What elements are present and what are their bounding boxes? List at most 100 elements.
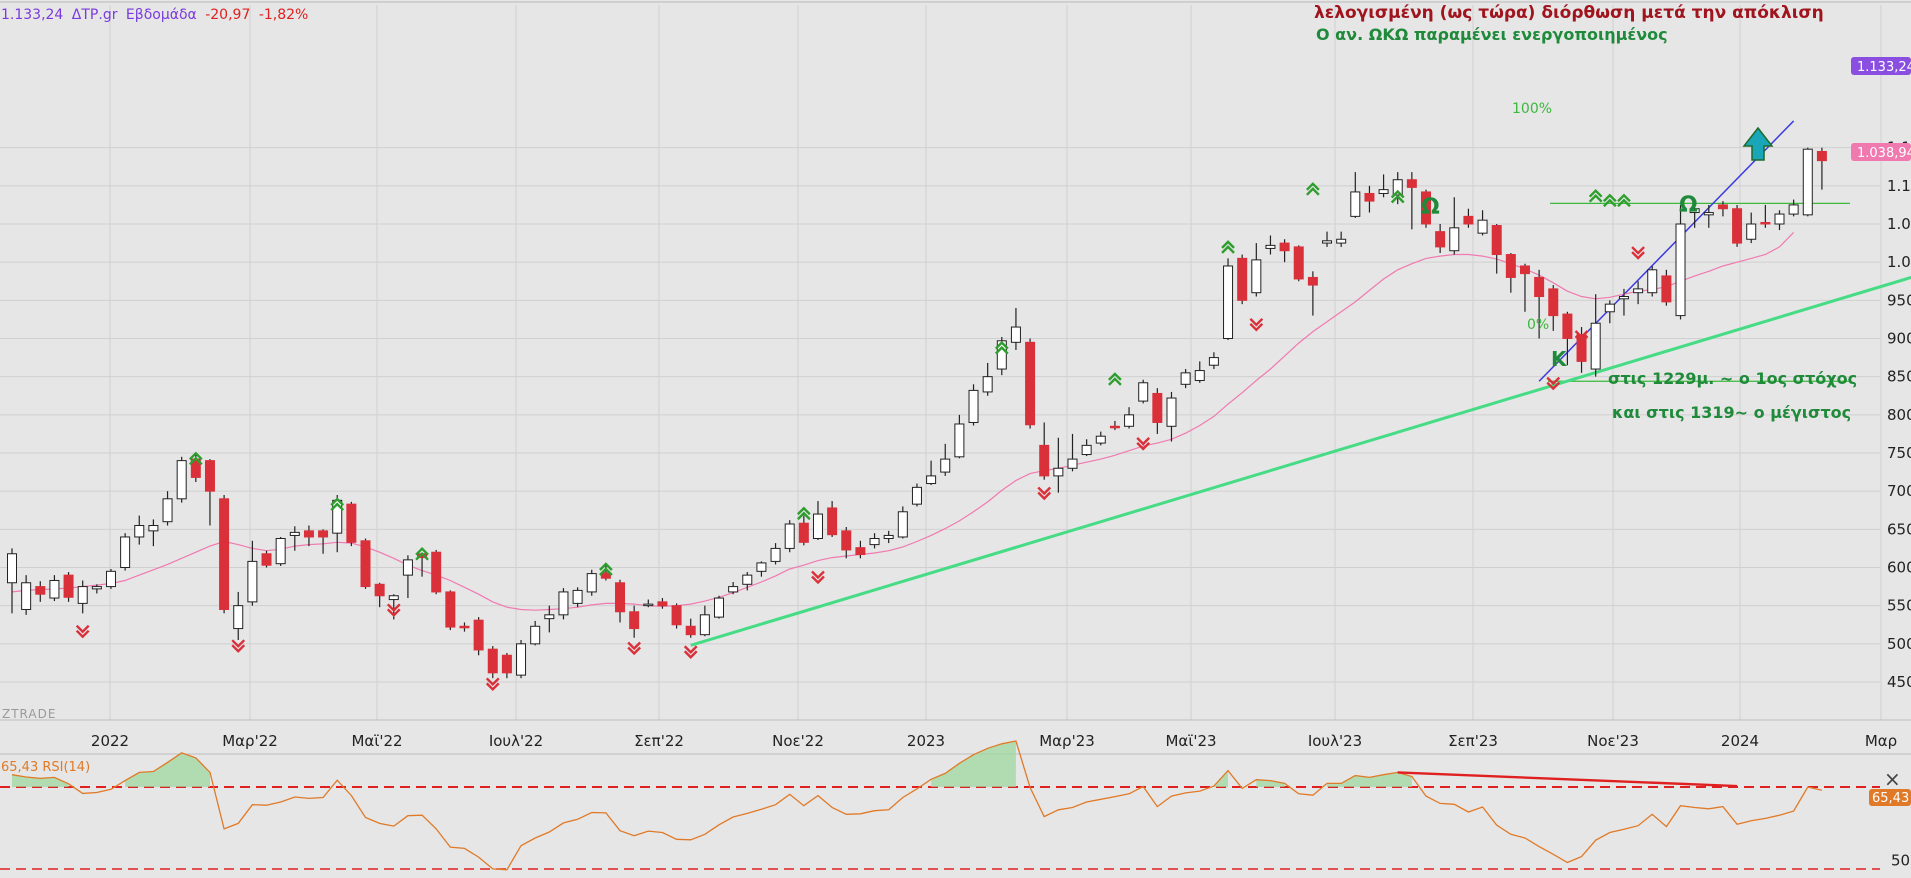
- y-tick-label: 700: [1887, 482, 1911, 500]
- candle: [699, 605, 710, 637]
- candle-body-bull: [544, 614, 555, 620]
- candle-body-bear: [1760, 221, 1771, 225]
- candle-body-bull: [1788, 204, 1799, 215]
- candle: [1152, 388, 1163, 434]
- candle-body-bull: [1802, 148, 1813, 216]
- rsi-divergence-line[interactable]: [1397, 771, 1738, 788]
- candle: [855, 540, 866, 559]
- rsi-line: [11, 740, 1823, 871]
- candle-body-bull: [926, 475, 937, 485]
- candle-body-bear: [1534, 276, 1545, 298]
- candle: [897, 506, 908, 539]
- candle-body-bull: [1350, 191, 1361, 217]
- y-tick-label: 650: [1887, 520, 1911, 538]
- candle: [1138, 379, 1149, 404]
- trendline-green[interactable]: [690, 266, 1911, 647]
- candle-body-bear: [1519, 265, 1530, 275]
- candle-body-bull: [1675, 223, 1686, 317]
- candle-body-bull: [1265, 244, 1276, 249]
- candle: [615, 579, 626, 623]
- candle: [911, 483, 922, 507]
- candle-body-bear: [459, 625, 470, 629]
- candle-body-bear: [1562, 313, 1573, 339]
- candle-body-bull: [812, 513, 823, 539]
- y-tick-label: 1.050: [1887, 215, 1911, 233]
- x-tick-label: Μαρ: [1865, 732, 1897, 750]
- candle: [1039, 422, 1050, 480]
- annotation-target-1: στις 1229μ. ~ ο 1ος στόχος: [1608, 369, 1857, 388]
- candle-body-bull: [1166, 397, 1177, 427]
- candle: [473, 617, 484, 656]
- header-period: Εβδομάδα: [126, 7, 197, 23]
- candle-body-bull: [940, 458, 951, 473]
- candle: [63, 572, 74, 602]
- candle: [1760, 204, 1771, 228]
- candle: [1421, 189, 1431, 228]
- candle: [1562, 311, 1573, 366]
- header-change-pct: -1,82%: [259, 7, 309, 23]
- x-axis: 2022 Μαρ'22 Μαϊ'22 Ιουλ'22 Σεπ'22 Νοε'22 2023 Μ…: [91, 732, 1897, 750]
- annotation-title-1: λελογισμένη (ως τώρα) διόρθωση μετά την …: [1314, 3, 1824, 23]
- fibonacci-levels[interactable]: [1548, 202, 1850, 382]
- candle-body-bear: [374, 583, 385, 597]
- candle-body-bull: [1223, 265, 1234, 340]
- candle-body-bull: [1378, 189, 1389, 194]
- y-tick-label: 450: [1887, 673, 1911, 691]
- candle-body-bear: [1491, 225, 1502, 256]
- rsi-panel: 50: [0, 740, 1910, 871]
- rsi-close-icon[interactable]: ×: [1884, 767, 1901, 791]
- candle-body-bull: [91, 586, 102, 590]
- candle: [558, 588, 569, 620]
- candle: [1675, 204, 1686, 320]
- candle-body-bear: [855, 547, 866, 556]
- candle-body-bull: [233, 605, 244, 630]
- candle-body-bull: [770, 547, 781, 562]
- candle: [360, 538, 371, 589]
- candle-body-bull: [134, 525, 145, 538]
- x-tick-label: Νοε'22: [772, 732, 824, 750]
- chevron-down-icon: [683, 645, 698, 659]
- candle-body-bull: [1633, 288, 1644, 294]
- candle: [1746, 212, 1757, 244]
- chevron-up-icon: [1588, 189, 1603, 203]
- candle-body-bull: [1124, 414, 1135, 427]
- candle: [756, 561, 767, 577]
- candle-body-bull: [49, 579, 60, 599]
- candle: [134, 515, 145, 545]
- candle: [49, 575, 60, 602]
- omega-label-right: Ω: [1679, 193, 1698, 218]
- candle-body-bear: [1307, 276, 1318, 286]
- chevron-down-icon: [75, 624, 90, 639]
- candle-body-bull: [1336, 238, 1347, 244]
- candle-body-bull: [516, 643, 527, 676]
- candle-body-bear: [1039, 444, 1050, 477]
- candle-body-bull: [1449, 227, 1460, 252]
- rsi-badge-text: 65,43: [1872, 791, 1909, 806]
- chevron-up-icon: [330, 497, 345, 511]
- candle: [105, 569, 116, 589]
- chevron-up-icon: [796, 506, 811, 521]
- y-axis: 450 500 550 600 650 700 750 800 850 900 950 1.000 1.…: [1887, 139, 1911, 691]
- candle-body-bull: [1703, 212, 1714, 216]
- candle-body-bull: [77, 586, 88, 604]
- candle: [1477, 210, 1488, 236]
- chevron-down-icon: [231, 639, 246, 653]
- candle: [1251, 243, 1262, 297]
- chevron-down-icon: [1631, 246, 1645, 260]
- candle: [1717, 201, 1728, 217]
- candle-body-bull: [530, 625, 541, 645]
- candle: [275, 536, 286, 566]
- y-tick-label: 550: [1887, 597, 1911, 615]
- rsi-badge: 65,43: [1869, 789, 1911, 806]
- candle: [91, 584, 102, 594]
- candle: [1633, 281, 1644, 305]
- candle-body-bull: [275, 537, 286, 565]
- candle-body-bear: [1109, 425, 1120, 429]
- candle-body-bull: [586, 573, 597, 593]
- ma-badge: 1.038,94: [1851, 143, 1911, 161]
- omega-label-left: Ω: [1421, 195, 1440, 220]
- chevron-up-icon: [1390, 189, 1405, 204]
- candle-body-bear: [1364, 192, 1375, 202]
- candle-body-bear: [1435, 231, 1446, 248]
